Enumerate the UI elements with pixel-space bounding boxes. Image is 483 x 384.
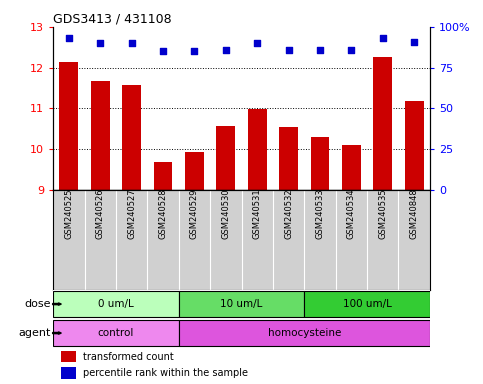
Point [97,40,104,46]
Text: control: control [98,328,134,338]
Point [285,46,293,53]
Point [348,46,355,53]
Point [128,40,135,46]
Bar [179,320,430,346]
Bar [122,85,141,190]
Bar [53,291,179,317]
Text: percentile rank within the sample: percentile rank within the sample [83,368,248,378]
Point [316,46,324,53]
Bar [216,126,235,190]
Bar [373,58,392,190]
Bar [154,162,172,190]
Point [65,35,73,41]
Text: 0 um/L: 0 um/L [98,299,134,309]
Bar [279,127,298,190]
Point [159,48,167,55]
Bar [91,81,110,190]
Bar [61,351,76,362]
Text: homocysteine: homocysteine [268,328,341,338]
Bar [248,109,267,190]
Point [253,40,261,46]
Bar [342,145,361,190]
Bar [53,320,179,346]
Bar [61,367,76,379]
Bar [304,291,430,317]
Bar [405,101,424,190]
Point [410,38,418,45]
Point [379,35,386,41]
Bar [59,61,78,190]
Bar [185,152,204,190]
Bar [311,137,329,190]
Point [190,48,199,55]
Text: GDS3413 / 431108: GDS3413 / 431108 [53,13,172,26]
Text: 100 um/L: 100 um/L [342,299,392,309]
Point [222,46,230,53]
Bar [179,291,304,317]
Text: 10 um/L: 10 um/L [220,299,263,309]
Text: transformed count: transformed count [83,352,174,362]
Text: agent: agent [18,328,51,338]
Text: dose: dose [24,299,51,309]
